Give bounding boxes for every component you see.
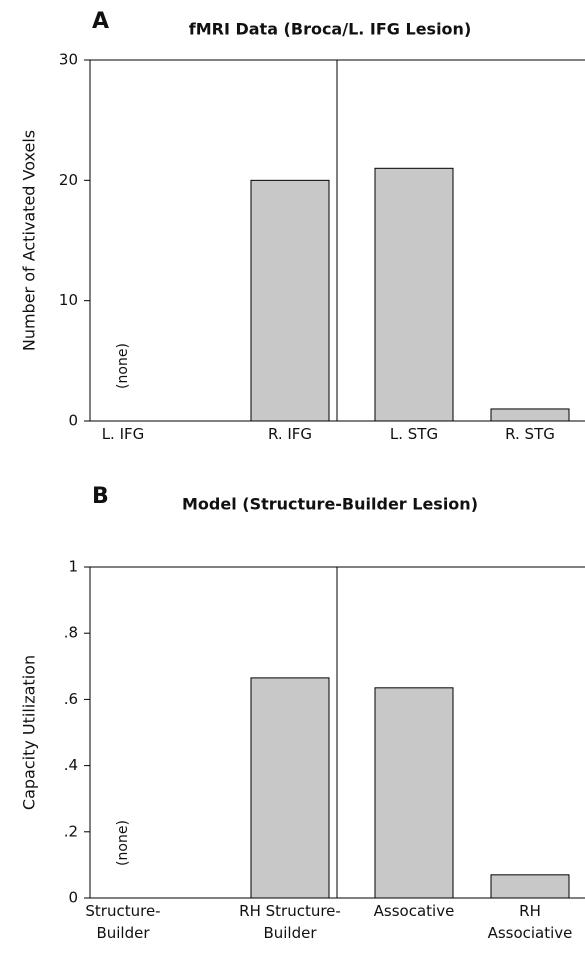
- y-axis-label: Capacity Utilization: [20, 655, 39, 810]
- x-tick-label: R. STG: [505, 425, 555, 443]
- y-tick-label: 0: [68, 412, 78, 430]
- panel-label: B: [92, 484, 109, 509]
- y-tick-label: .2: [64, 822, 78, 840]
- x-tick-label: RH Structure- Builder: [239, 902, 341, 942]
- y-tick-label: 10: [59, 291, 78, 309]
- y-tick-label: 20: [59, 171, 78, 189]
- bar: [250, 677, 330, 899]
- chart-title: Model (Structure-Builder Lesion): [182, 495, 478, 514]
- y-tick-label: 30: [59, 51, 78, 69]
- y-tick-label: .8: [64, 624, 78, 642]
- chart-title: fMRI Data (Broca/L. IFG Lesion): [189, 20, 472, 39]
- y-tick-label: 1: [68, 558, 78, 576]
- bar: [490, 874, 570, 899]
- y-tick-label: .6: [64, 690, 78, 708]
- bar: [490, 408, 570, 422]
- x-tick-label: RH Associative: [487, 902, 573, 942]
- panel-label: A: [92, 9, 109, 34]
- bar: [374, 167, 454, 422]
- y-axis-label: Number of Activated Voxels: [20, 130, 39, 351]
- bar: [374, 687, 454, 899]
- x-tick-label: Structure- Builder: [85, 902, 161, 942]
- y-tick-label: .4: [64, 756, 78, 774]
- annotation: (none): [115, 343, 131, 389]
- y-tick-label: 0: [68, 889, 78, 907]
- x-tick-label: R. IFG: [267, 425, 313, 443]
- x-tick-label: Assocative: [373, 902, 455, 920]
- x-tick-label: L. STG: [389, 425, 439, 443]
- bar: [250, 179, 330, 422]
- x-tick-label: L. IFG: [101, 425, 145, 443]
- annotation: (none): [115, 820, 131, 866]
